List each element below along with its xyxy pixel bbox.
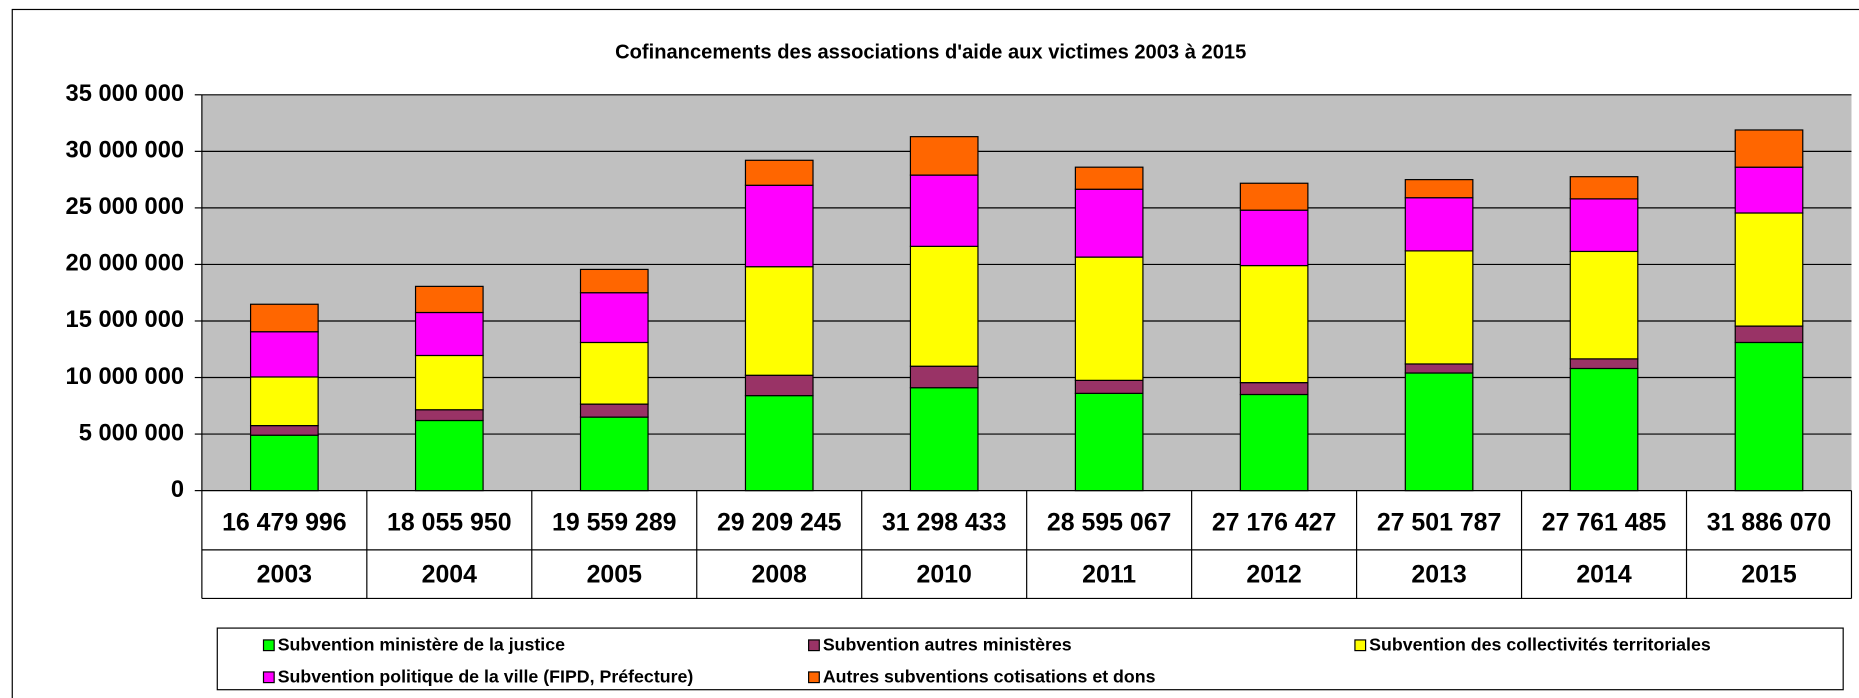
bar-segment: [744, 184, 814, 268]
bar-segment: [1074, 392, 1144, 492]
x-tick-label: 2012: [1246, 561, 1301, 589]
bar-segment: [1074, 256, 1144, 381]
bar-segment: [249, 331, 319, 378]
x-tick-label: 2005: [587, 561, 643, 589]
bar-segment: [1239, 209, 1309, 267]
bar-segment: [909, 136, 979, 176]
legend-label: Subvention politique de la ville (FIPD, …: [278, 667, 694, 687]
legend-label: Subvention autres ministères: [823, 635, 1072, 655]
bar-segment: [744, 159, 814, 186]
bar-segment: [744, 374, 814, 397]
bar-segment: [1569, 198, 1639, 253]
legend-label: Subvention des collectivités territorial…: [1369, 635, 1711, 655]
bar-segment: [579, 403, 649, 418]
bar-segment: [1074, 188, 1144, 258]
x-tick-label: 2015: [1741, 561, 1797, 589]
bar-segment: [909, 174, 979, 247]
total-label: 31 886 070: [1707, 508, 1831, 536]
total-label: 16 479 996: [222, 508, 347, 536]
bar-segment: [1734, 129, 1804, 168]
bar-segment: [1734, 325, 1804, 344]
legend-swatch: [262, 639, 275, 652]
x-tick-label: 2010: [917, 561, 972, 589]
bar-segment: [1239, 382, 1309, 396]
y-tick-label: 0: [171, 477, 184, 503]
total-label: 27 176 427: [1212, 508, 1337, 536]
total-label: 27 501 787: [1377, 508, 1501, 536]
bar-segment: [1239, 182, 1309, 211]
bar-segment: [579, 341, 649, 405]
bar-segment: [1404, 197, 1474, 252]
legend-swatch: [808, 639, 820, 652]
bar-segment: [1404, 179, 1474, 199]
y-tick-label: 10 000 000: [66, 364, 185, 390]
x-tick-label: 2004: [422, 561, 478, 589]
bar-segment: [414, 354, 484, 411]
bar-segment: [1734, 166, 1804, 214]
bar-segment: [744, 395, 814, 492]
y-tick-label: 25 000 000: [66, 194, 185, 220]
legend-label: Subvention ministère de la justice: [278, 635, 565, 655]
bar-segment: [414, 285, 484, 314]
bar-segment: [579, 416, 649, 492]
legend-swatch: [808, 671, 820, 684]
bar-segment: [744, 266, 814, 376]
legend-swatch: [262, 671, 275, 684]
legend-label: Autres subventions cotisations et dons: [823, 667, 1156, 687]
y-tick-label: 15 000 000: [66, 307, 185, 333]
bar-segment: [1569, 176, 1639, 200]
x-tick-label: 2008: [752, 561, 808, 589]
bar-segment: [1074, 379, 1144, 394]
bar-segment: [414, 409, 484, 422]
bar-segment: [909, 365, 979, 389]
bar-segment: [249, 376, 319, 427]
total-label: 31 298 433: [882, 508, 1007, 536]
bar-segment: [579, 292, 649, 344]
total-label: 28 595 067: [1047, 508, 1172, 536]
bar-segment: [1569, 367, 1639, 492]
bar-segment: [909, 387, 979, 492]
total-label: 27 761 485: [1542, 508, 1667, 536]
bar-segment: [579, 268, 649, 294]
bar-segment: [909, 245, 979, 367]
bar-segment: [414, 311, 484, 357]
legend-swatch: [1354, 639, 1367, 652]
chart-title: Cofinancements des associations d'aide a…: [615, 42, 1246, 64]
bar-segment: [1569, 358, 1639, 370]
y-tick-label: 20 000 000: [66, 251, 185, 277]
bar-segment: [249, 424, 319, 436]
total-label: 18 055 950: [387, 508, 511, 536]
bar-segment: [1074, 166, 1144, 190]
legend: [216, 627, 1844, 691]
total-label: 19 559 289: [552, 508, 677, 536]
bar-segment: [1734, 212, 1804, 327]
bar-segment: [1404, 250, 1474, 365]
bar-segment: [1569, 250, 1639, 360]
bar-segment: [1239, 264, 1309, 384]
x-tick-label: 2003: [257, 561, 312, 589]
bar-segment: [1404, 363, 1474, 374]
bar-segment: [249, 303, 319, 333]
total-label: 29 209 245: [717, 508, 842, 536]
y-tick-label: 35 000 000: [66, 81, 185, 107]
y-tick-label: 5 000 000: [79, 420, 184, 446]
bar-segment: [1404, 372, 1474, 492]
x-tick-label: 2011: [1082, 561, 1136, 589]
bar-segment: [414, 419, 484, 492]
x-tick-label: 2014: [1576, 561, 1632, 589]
y-tick-label: 30 000 000: [66, 138, 185, 164]
bar-segment: [1239, 393, 1309, 492]
bar-segment: [1734, 341, 1804, 492]
bar-segment: [249, 434, 319, 492]
x-tick-label: 2013: [1411, 561, 1466, 589]
